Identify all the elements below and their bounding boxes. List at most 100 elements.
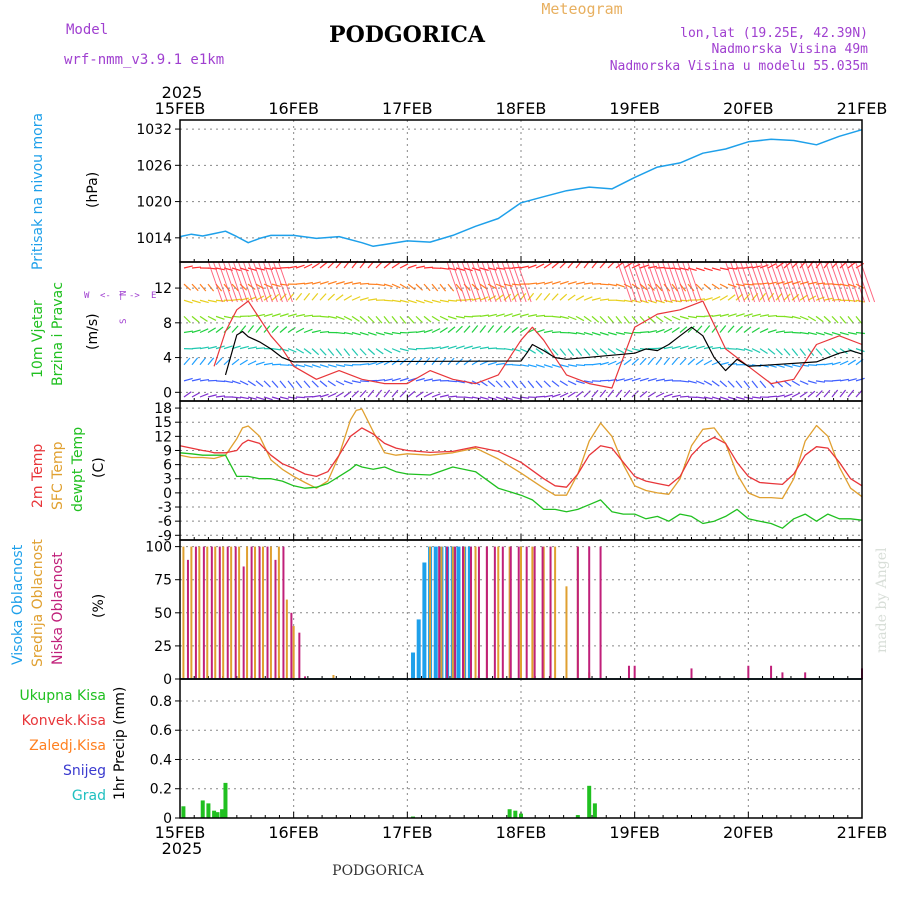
wind-arrow xyxy=(727,348,738,350)
wind-arrow xyxy=(751,396,762,399)
wind-arrow xyxy=(655,299,665,304)
wind-arrow xyxy=(663,327,673,334)
wind-arrow xyxy=(335,348,343,357)
y-tick-label: 25 xyxy=(154,639,172,655)
wind-arrow xyxy=(415,377,425,382)
wind-arrow xyxy=(415,330,425,334)
wind-arrow xyxy=(399,299,409,303)
wind-arrow xyxy=(727,313,737,317)
y-tick-label: -3 xyxy=(158,500,172,516)
wind-arrow xyxy=(391,348,401,353)
wind-arrow xyxy=(495,325,503,333)
wind-arrow xyxy=(407,299,417,304)
wind-arrow xyxy=(431,283,439,292)
wind-arrow xyxy=(271,348,281,351)
wind-arrow xyxy=(583,390,591,398)
wind-arrow xyxy=(607,348,616,355)
cloud-bar xyxy=(462,546,465,679)
wind-arrow xyxy=(231,358,240,366)
wind-hatch xyxy=(496,261,512,303)
wind-arrow xyxy=(239,380,249,386)
wind-arrow xyxy=(391,359,400,366)
cloud-bar xyxy=(456,546,461,679)
wind-arrow xyxy=(359,282,370,285)
pressure-side-label: Pritisak na nivou mora xyxy=(30,113,46,270)
wind-hatch xyxy=(830,261,846,303)
wind-arrow xyxy=(295,348,305,354)
wind-arrow xyxy=(599,298,610,301)
wind-arrow xyxy=(407,283,416,291)
legend-hail: Grad xyxy=(72,788,106,804)
wind-arrow xyxy=(239,325,247,333)
wind-arrow xyxy=(631,358,640,366)
wind-arrow xyxy=(471,345,481,350)
wind-arrow xyxy=(535,263,545,269)
wind-arrow xyxy=(567,348,575,357)
wind-arrow xyxy=(671,267,681,270)
wind-arrow xyxy=(191,299,201,304)
wind-arrow xyxy=(255,361,265,366)
cloud-bar xyxy=(206,546,209,679)
wind-arrow xyxy=(447,326,456,333)
wind-arrow xyxy=(711,346,721,350)
wind-arrow xyxy=(191,378,201,382)
wind-hatch xyxy=(476,261,492,303)
wind-hatch xyxy=(481,261,497,303)
cloud-bar xyxy=(433,546,438,679)
wind-arrow xyxy=(231,380,241,385)
wind-arrow xyxy=(831,361,841,366)
wind-arrow xyxy=(551,331,562,334)
wind-hatch xyxy=(252,261,268,303)
wind-arrow xyxy=(463,358,472,366)
wind-arrow xyxy=(439,315,449,321)
wind-gust-line xyxy=(213,300,863,389)
wind-arrow xyxy=(359,297,369,301)
wind-arrow xyxy=(479,346,489,350)
wind-arrow xyxy=(367,389,375,398)
cloud-bar xyxy=(501,546,504,679)
cloud-bar xyxy=(438,546,441,679)
wind-arrow xyxy=(591,297,601,301)
wind-arrow xyxy=(295,313,305,317)
wind-arrow xyxy=(655,328,665,334)
wind-arrow xyxy=(647,315,656,323)
wind-arrow xyxy=(223,315,233,319)
wind-arrow xyxy=(719,361,729,366)
wind-arrow xyxy=(439,283,447,292)
wind-arrow xyxy=(631,377,641,382)
wind-arrow xyxy=(423,315,432,323)
wind-arrow xyxy=(607,261,615,269)
wind-arrow xyxy=(679,357,687,366)
wind-arrow xyxy=(343,281,353,285)
wind-arrow xyxy=(375,389,383,398)
cloud-bar xyxy=(520,546,522,679)
wind-arrow xyxy=(311,262,320,269)
wind-arrow xyxy=(207,315,217,321)
wind-hatch xyxy=(647,261,663,303)
wind-arrow xyxy=(727,396,737,401)
cloud-bar xyxy=(274,559,277,679)
wind-arrow xyxy=(527,264,537,269)
wind-arrow xyxy=(575,348,583,357)
wind-hatch xyxy=(232,261,248,303)
y-tick-label: 0 xyxy=(163,811,172,827)
wind-arrow xyxy=(271,313,281,317)
wind-arrow xyxy=(303,263,313,269)
wind-hatch xyxy=(516,261,532,303)
cloud-bar xyxy=(565,586,568,679)
wind-arrow xyxy=(207,299,217,303)
wind-arrow xyxy=(655,283,663,292)
pressure-line xyxy=(179,128,863,248)
wind-hatch xyxy=(730,261,746,303)
y-tick-label: 0.4 xyxy=(150,752,172,768)
wind-arrow xyxy=(183,299,193,304)
wind-arrow xyxy=(615,315,623,324)
wind-arrow xyxy=(663,346,673,350)
wind-arrow xyxy=(663,357,671,366)
wind-arrow xyxy=(815,315,824,323)
wind-arrow xyxy=(767,329,777,334)
wind-arrow xyxy=(351,348,359,356)
wind-arrow xyxy=(327,364,337,368)
wind-arrow xyxy=(263,380,271,388)
wind-arrow xyxy=(583,380,593,384)
